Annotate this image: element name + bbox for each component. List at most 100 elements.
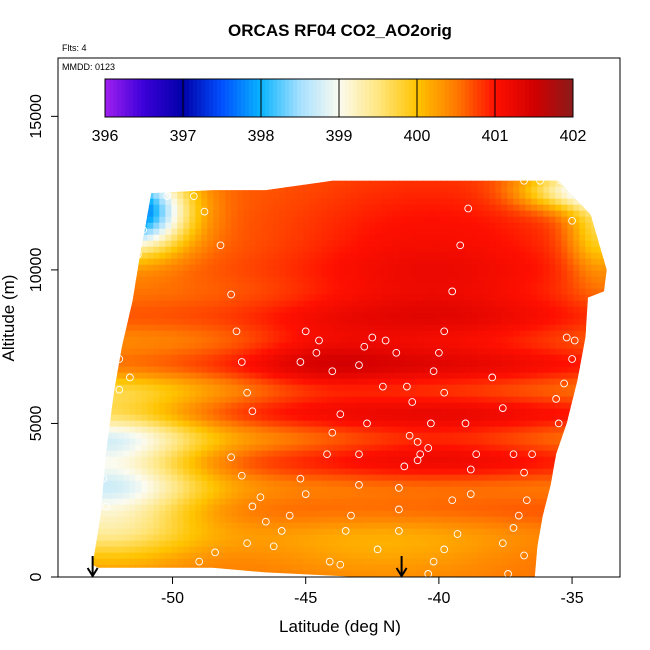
heatmap-cell [603, 228, 607, 236]
heatmap-cell [363, 462, 370, 470]
heatmap-cell [273, 264, 280, 272]
heatmap-cell [117, 432, 124, 440]
heatmap-cell [513, 366, 520, 374]
heatmap-cell [123, 342, 130, 350]
heatmap-cell [333, 444, 340, 452]
heatmap-cell [195, 384, 202, 392]
heatmap-cell [405, 396, 412, 404]
heatmap-cell [309, 360, 316, 368]
heatmap-cell [273, 462, 280, 470]
heatmap-cell [585, 198, 592, 206]
heatmap-cell [543, 480, 550, 488]
heatmap-cell [213, 336, 220, 344]
heatmap-cell [393, 228, 400, 236]
heatmap-cell [417, 294, 424, 302]
heatmap-cell [567, 378, 574, 386]
heatmap-cell [393, 276, 400, 284]
heatmap-cell [363, 348, 370, 356]
heatmap-cell [555, 270, 562, 278]
heatmap-cell [507, 246, 514, 254]
heatmap-cell [135, 264, 142, 272]
heatmap-cell [237, 330, 244, 338]
heatmap-cell [507, 444, 514, 452]
heatmap-cell [117, 504, 124, 512]
heatmap-cell [555, 210, 562, 218]
heatmap-cell [423, 354, 430, 362]
heatmap-cell [153, 474, 160, 482]
heatmap-cell [351, 492, 358, 500]
heatmap-cell [489, 246, 496, 254]
heatmap-cell [555, 192, 562, 200]
heatmap-cell [207, 402, 214, 410]
heatmap-cell [573, 204, 580, 212]
heatmap-cell [135, 324, 142, 332]
heatmap-cell [315, 222, 322, 230]
heatmap-cell [213, 318, 220, 326]
heatmap-cell [279, 222, 286, 230]
heatmap-cell [477, 306, 484, 314]
heatmap-cell [111, 486, 118, 494]
heatmap-cell [429, 258, 436, 266]
heatmap-cell [92, 324, 94, 332]
heatmap-cell [399, 426, 406, 434]
heatmap-cell [537, 420, 544, 428]
heatmap-cell [207, 450, 214, 458]
heatmap-cell [279, 228, 286, 236]
heatmap-cell [225, 192, 232, 200]
heatmap-cell [255, 378, 262, 386]
heatmap-cell [531, 252, 538, 260]
heatmap-cell [375, 438, 382, 446]
heatmap-cell [525, 384, 532, 392]
heatmap-cell [135, 510, 142, 518]
heatmap-cell [477, 318, 484, 326]
heatmap-cell [207, 264, 214, 272]
heatmap-cell [477, 204, 484, 212]
heatmap-cell [507, 360, 514, 368]
heatmap-cell [117, 222, 124, 230]
heatmap-cell [369, 318, 376, 326]
heatmap-cell [405, 366, 412, 374]
heatmap-cell [225, 354, 232, 362]
heatmap-cell [171, 216, 178, 224]
heatmap-cell [93, 384, 100, 392]
heatmap-cell [369, 492, 376, 500]
heatmap-cell [171, 252, 178, 260]
heatmap-cell [135, 390, 142, 398]
heatmap-cell [183, 330, 190, 338]
heatmap-cell [369, 282, 376, 290]
heatmap-cell [267, 204, 274, 212]
heatmap-cell [513, 492, 520, 500]
heatmap-cell [195, 366, 202, 374]
heatmap-cell [159, 204, 166, 212]
heatmap-cell [423, 324, 430, 332]
heatmap-cell [345, 360, 352, 368]
heatmap-cell [93, 294, 100, 302]
heatmap-cell [399, 342, 406, 350]
heatmap-cell [153, 426, 160, 434]
heatmap-cell [189, 210, 196, 218]
heatmap-cell [435, 282, 442, 290]
heatmap-cell [471, 348, 478, 356]
heatmap-cell [417, 222, 424, 230]
heatmap-cell [135, 234, 142, 242]
heatmap-cell [219, 504, 226, 512]
heatmap-cell [483, 336, 490, 344]
heatmap-cell [363, 432, 370, 440]
heatmap-cell [315, 510, 322, 518]
heatmap-cell [141, 330, 148, 338]
heatmap-cell [465, 216, 472, 224]
heatmap-cell [93, 486, 100, 494]
heatmap-cell [471, 462, 478, 470]
heatmap-cell [357, 300, 364, 308]
heatmap-cell [603, 408, 607, 416]
heatmap-cell [519, 480, 526, 488]
heatmap-cell [525, 396, 532, 404]
heatmap-cell [537, 258, 544, 266]
heatmap-cell [183, 474, 190, 482]
heatmap-cell [393, 480, 400, 488]
heatmap-cell [537, 474, 544, 482]
heatmap-cell [555, 330, 562, 338]
heatmap-cell [279, 486, 286, 494]
heatmap-cell [189, 408, 196, 416]
heatmap-cell [399, 402, 406, 410]
